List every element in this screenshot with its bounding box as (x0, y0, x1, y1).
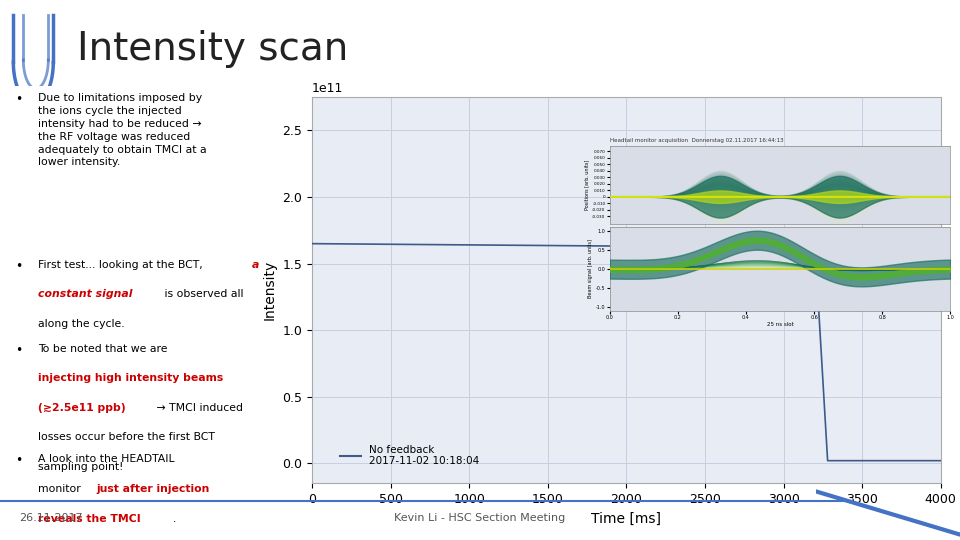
Text: (≳2.5e11 ppb): (≳2.5e11 ppb) (38, 403, 126, 413)
Text: → TMCI induced: → TMCI induced (153, 403, 243, 413)
Text: •: • (15, 260, 22, 273)
X-axis label: Time [ms]: Time [ms] (591, 511, 661, 525)
Legend: No feedback
2017-11-02 10:18:04: No feedback 2017-11-02 10:18:04 (336, 441, 484, 470)
Y-axis label: Positions [arb. units]: Positions [arb. units] (585, 160, 589, 210)
Text: losses occur before the first BCT: losses occur before the first BCT (38, 433, 215, 442)
Text: reveals the TMCI: reveals the TMCI (38, 514, 141, 524)
Text: Intensity scan: Intensity scan (77, 30, 348, 68)
Text: injecting high intensity beams: injecting high intensity beams (38, 373, 223, 383)
Y-axis label: Intensity: Intensity (263, 260, 276, 320)
Text: To be noted that we are: To be noted that we are (38, 343, 167, 354)
Text: constant signal: constant signal (38, 289, 132, 299)
Text: •: • (15, 455, 22, 468)
Text: sampling point!: sampling point! (38, 462, 123, 472)
Text: First test... looking at the BCT,: First test... looking at the BCT, (38, 260, 206, 269)
Text: Due to limitations imposed by
the ions cycle the injected
intensity had to be re: Due to limitations imposed by the ions c… (38, 93, 206, 167)
Text: is observed all: is observed all (161, 289, 244, 299)
Text: A look into the HEADTAIL: A look into the HEADTAIL (38, 455, 175, 464)
Text: •: • (15, 93, 22, 106)
Text: 1e11: 1e11 (312, 82, 344, 95)
Text: 26.11.2017: 26.11.2017 (19, 514, 83, 523)
Text: .: . (174, 514, 177, 524)
Text: just after injection: just after injection (96, 484, 209, 494)
Text: along the cycle.: along the cycle. (38, 319, 125, 329)
Text: •: • (15, 343, 22, 356)
Y-axis label: Beam signal [arb. units]: Beam signal [arb. units] (588, 239, 593, 298)
X-axis label: 25 ns slot: 25 ns slot (767, 322, 793, 327)
Text: a: a (252, 260, 259, 269)
Text: Headtail monitor acquisition  Donnerstag 02.11.2017 16:44:13: Headtail monitor acquisition Donnerstag … (610, 138, 783, 143)
Text: monitor: monitor (38, 484, 84, 494)
Text: Kevin Li - HSC Section Meeting: Kevin Li - HSC Section Meeting (395, 514, 565, 523)
